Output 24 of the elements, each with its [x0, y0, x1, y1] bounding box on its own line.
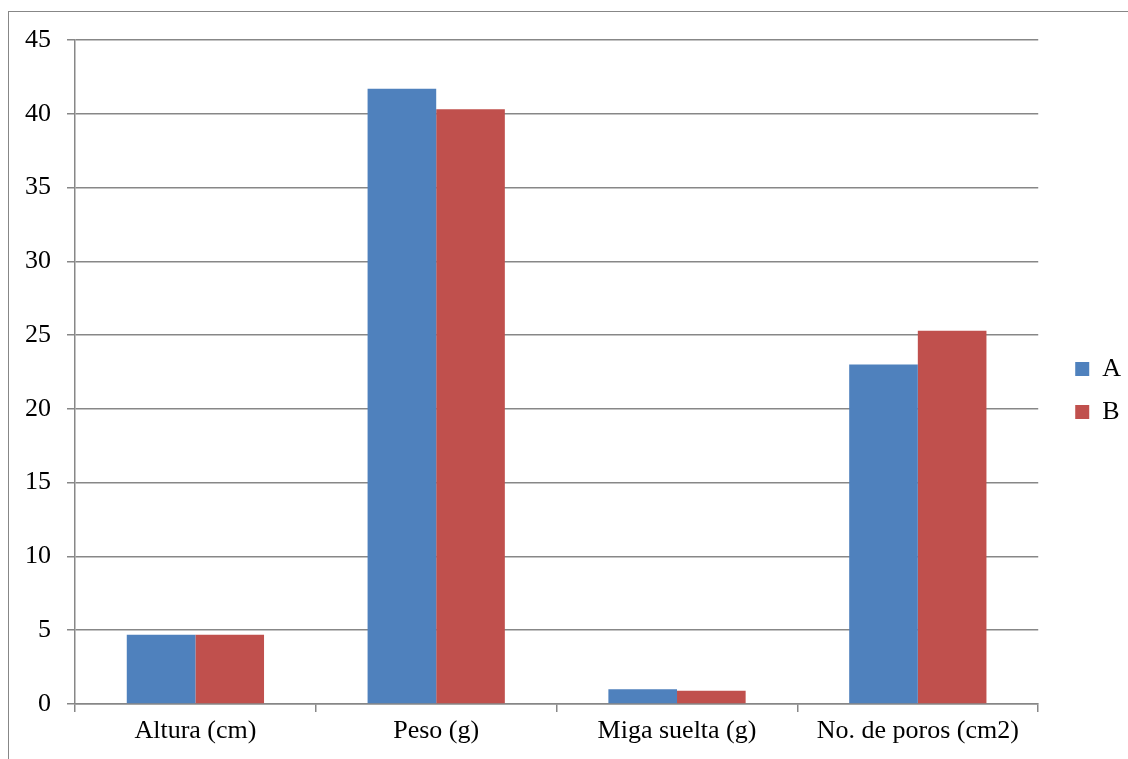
bar — [917, 330, 987, 704]
bar — [436, 109, 505, 704]
bar — [126, 634, 196, 704]
bar — [367, 88, 437, 704]
y-tick-label: 0 — [38, 687, 51, 717]
bar — [608, 689, 678, 704]
y-tick-label: 40 — [25, 97, 51, 127]
y-tick-label: 10 — [25, 540, 51, 570]
y-tick-label: 35 — [25, 171, 51, 201]
x-tick-label: Altura (cm) — [134, 715, 257, 745]
x-tick-label: Miga suelta (g) — [597, 715, 757, 745]
y-tick-label: 20 — [25, 392, 51, 422]
y-tick-label: 25 — [25, 318, 51, 348]
legend-label: A — [1102, 352, 1122, 382]
bar — [849, 364, 918, 704]
x-tick-label: No. de poros (cm2) — [816, 715, 1019, 745]
legend-label: B — [1102, 395, 1120, 425]
y-tick-label: 30 — [25, 245, 51, 275]
bar — [677, 690, 746, 704]
x-tick-label: Peso (g) — [393, 715, 480, 745]
y-tick-label: 5 — [38, 614, 51, 644]
bar — [195, 634, 265, 704]
y-tick-label: 45 — [25, 23, 51, 53]
y-tick-label: 15 — [25, 466, 51, 496]
